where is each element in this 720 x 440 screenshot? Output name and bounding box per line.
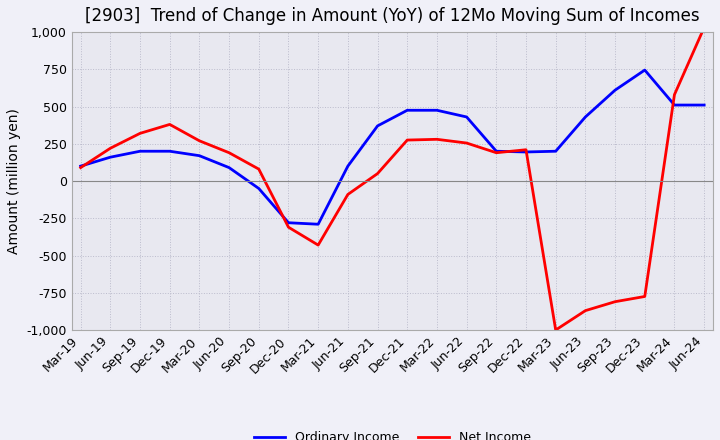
Net Income — [135, 131, 144, 136]
Ordinary Income — [166, 149, 174, 154]
Net Income — [462, 140, 471, 146]
Ordinary Income — [700, 103, 708, 108]
Ordinary Income — [611, 88, 619, 93]
Net Income — [700, 25, 708, 30]
Net Income — [403, 137, 412, 143]
Ordinary Income — [284, 220, 293, 225]
Ordinary Income — [433, 108, 441, 113]
Net Income — [641, 294, 649, 299]
Ordinary Income — [343, 164, 352, 169]
Net Income — [492, 150, 500, 155]
Net Income — [581, 308, 590, 313]
Ordinary Income — [135, 149, 144, 154]
Net Income — [343, 192, 352, 197]
Ordinary Income — [76, 164, 85, 169]
Ordinary Income — [492, 149, 500, 154]
Ordinary Income — [462, 114, 471, 120]
Net Income — [552, 327, 560, 333]
Net Income — [225, 150, 233, 155]
Net Income — [522, 147, 531, 152]
Net Income — [373, 171, 382, 176]
Line: Net Income: Net Income — [81, 28, 704, 330]
Ordinary Income — [106, 154, 114, 160]
Title: [2903]  Trend of Change in Amount (YoY) of 12Mo Moving Sum of Incomes: [2903] Trend of Change in Amount (YoY) o… — [85, 7, 700, 25]
Ordinary Income — [522, 149, 531, 154]
Net Income — [611, 299, 619, 304]
Ordinary Income — [581, 114, 590, 120]
Net Income — [166, 122, 174, 127]
Net Income — [284, 224, 293, 230]
Ordinary Income — [403, 108, 412, 113]
Ordinary Income — [225, 165, 233, 170]
Ordinary Income — [552, 149, 560, 154]
Net Income — [76, 165, 85, 170]
Ordinary Income — [254, 186, 263, 191]
Ordinary Income — [373, 123, 382, 128]
Legend: Ordinary Income, Net Income: Ordinary Income, Net Income — [248, 426, 536, 440]
Y-axis label: Amount (million yen): Amount (million yen) — [7, 108, 21, 254]
Net Income — [195, 138, 204, 143]
Net Income — [254, 166, 263, 172]
Line: Ordinary Income: Ordinary Income — [81, 70, 704, 224]
Net Income — [314, 242, 323, 248]
Ordinary Income — [641, 67, 649, 73]
Ordinary Income — [195, 153, 204, 158]
Net Income — [106, 146, 114, 151]
Net Income — [433, 137, 441, 142]
Ordinary Income — [314, 222, 323, 227]
Net Income — [670, 92, 679, 97]
Ordinary Income — [670, 103, 679, 108]
